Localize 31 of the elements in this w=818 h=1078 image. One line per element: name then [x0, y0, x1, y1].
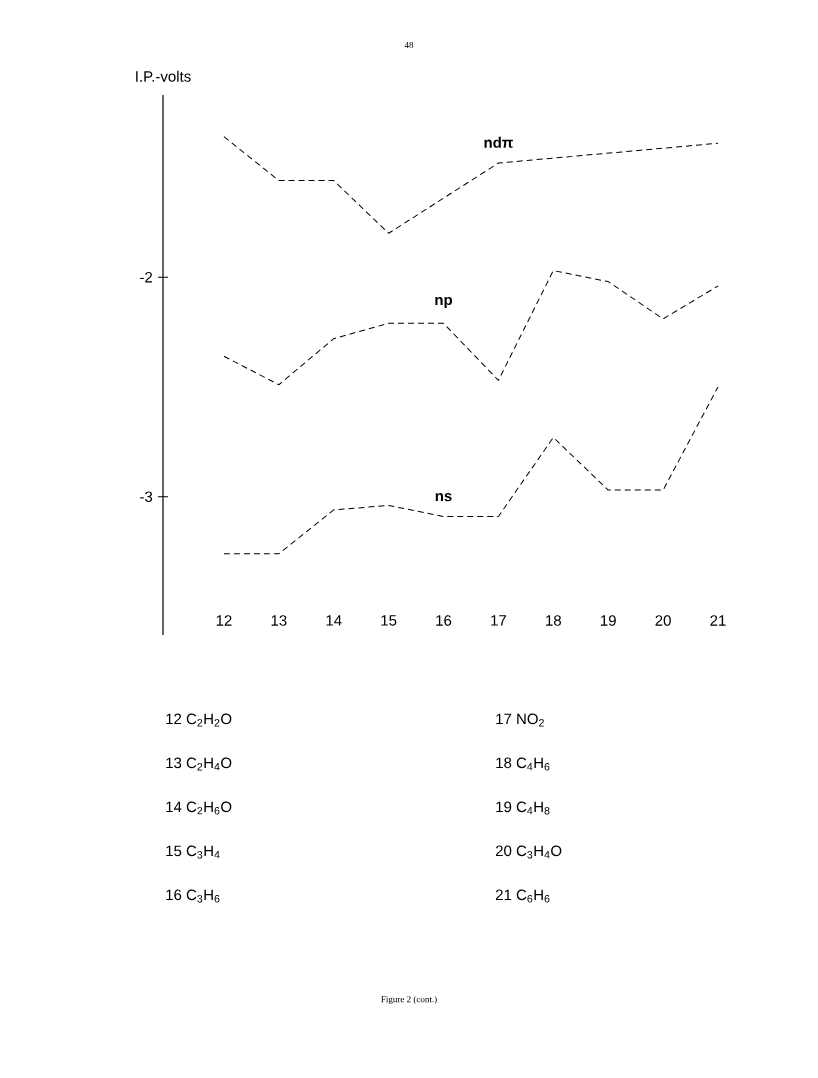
line-series	[223, 136, 719, 234]
y-tick-label: -3	[140, 491, 153, 502]
text: 17 NO$_{2}$	[496, 713, 544, 727]
line-series	[223, 386, 719, 555]
text: 20 C$_{3}$H$_{4}$O	[495, 845, 562, 859]
text: 18 C$_{4}$H$_{6}$	[496, 757, 550, 771]
text: 14 C$_{2}$H$_{6}$O	[166, 801, 232, 815]
x-tick-label: 14	[326, 615, 342, 626]
x-tick-label: 18	[546, 615, 561, 626]
series-label: ns	[435, 493, 452, 502]
y-tick-label: -2	[140, 271, 153, 283]
x-tick-label: 13	[271, 615, 287, 626]
text: 19 C$_{4}$H$_{8}$	[496, 801, 550, 815]
caption: Figure 2 (cont.)	[381, 995, 437, 1005]
y-axis-title: I.P.-volts	[136, 70, 191, 82]
x-tick-label: 19	[601, 615, 616, 626]
x-tick-label: 15	[381, 615, 397, 626]
x-tick-label: 20	[655, 615, 671, 626]
text: 16 C$_{3}$H$_{6}$	[166, 889, 220, 903]
text: 21 C$_{6}$H$_{6}$	[495, 889, 550, 903]
text: 12 C$_{2}$H$_{2}$O	[166, 713, 232, 727]
series-label: np	[435, 296, 453, 309]
x-tick-label: 17	[491, 615, 506, 626]
x-tick-label: 12	[216, 615, 232, 626]
line-series	[223, 270, 719, 386]
x-tick-label: 16	[436, 615, 452, 626]
text: 15 C$_{3}$H$_{4}$	[166, 845, 220, 859]
text: 13 C$_{2}$H$_{4}$O	[166, 757, 232, 771]
text: 48	[404, 41, 414, 49]
series-label: ndπ	[484, 136, 513, 148]
x-tick-label: 21	[710, 615, 726, 626]
